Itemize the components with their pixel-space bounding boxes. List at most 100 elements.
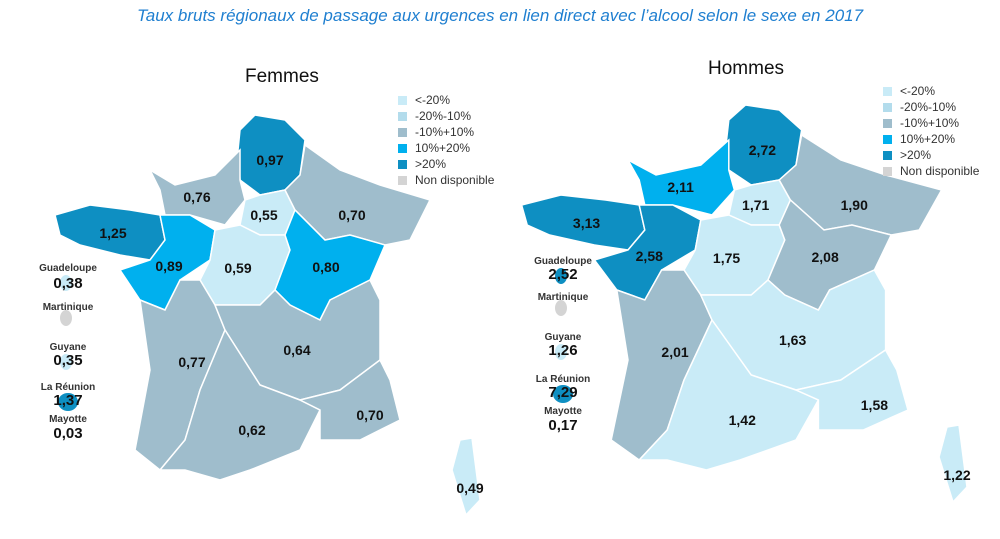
legend-item: -10%+10% [883, 115, 979, 131]
region-value-auvergne-rhone-alpes: 1,63 [779, 332, 806, 348]
legend-item: >20% [883, 147, 979, 163]
overseas-shape-martinique [555, 300, 567, 316]
region-value-auvergne-rhone-alpes: 0,64 [283, 342, 310, 358]
region-normandie [148, 148, 246, 226]
legend-femmes: <-20% -20%-10% -10%+10% 10%+20% >20% Non disp… [398, 92, 494, 188]
legend-swatch [398, 159, 407, 169]
legend-label: 10%+20% [900, 132, 956, 146]
legend-item: Non disponible [883, 163, 979, 179]
legend-label: -10%+10% [900, 116, 960, 130]
region-value-pays-de-la-loire: 0,89 [155, 258, 182, 274]
overseas-label: Guadeloupe [39, 263, 97, 274]
region-value-corse: 1,22 [943, 467, 970, 483]
chart-title: Taux bruts régionaux de passage aux urge… [136, 6, 864, 25]
overseas-shape-guyane [60, 354, 72, 370]
legend-swatch [398, 175, 407, 185]
overseas-label: La Réunion [535, 374, 591, 385]
legend-item: -20%-10% [883, 99, 979, 115]
legend-swatch [883, 166, 892, 176]
overseas-label: La Réunion [40, 382, 96, 393]
region-provence-alpes-cote-dazur [793, 348, 909, 431]
region-value-pays-de-la-loire: 2,58 [636, 248, 663, 264]
legend-label: -20%-10% [415, 109, 472, 123]
region-value-hauts-de-france: 0,97 [256, 152, 283, 168]
legend-label: <-20% [900, 84, 936, 98]
overseas-label: Guadeloupe [534, 256, 592, 267]
legend-item: 10%+20% [883, 131, 979, 147]
legend-swatch [883, 118, 892, 128]
legend-label: >20% [900, 148, 932, 162]
overseas-value: 0,03 [53, 425, 83, 442]
legend-swatch [398, 143, 407, 153]
region-value-provence-alpes-cote-dazur: 1,58 [861, 397, 888, 413]
region-value-centre-val-de-loire: 1,75 [713, 250, 740, 266]
region-value-normandie: 2,11 [667, 179, 694, 195]
overseas-label: Mayotte [49, 414, 87, 425]
overseas-value: 7,29 [548, 384, 578, 401]
overseas-value: 0,38 [53, 275, 83, 292]
region-occitanie [637, 318, 820, 471]
legend-item: -20%-10% [398, 108, 494, 124]
overseas-value: 1,37 [53, 392, 83, 409]
region-value-provence-alpes-cote-dazur: 0,70 [356, 407, 383, 423]
overseas-value: 0,17 [548, 417, 578, 434]
legend-label: -10%+10% [415, 125, 475, 139]
legend-label: Non disponible [415, 173, 495, 187]
legend-label: 10%+20% [415, 141, 471, 155]
region-corse [938, 424, 968, 504]
legend-label: >20% [415, 157, 447, 171]
legend-swatch [398, 111, 407, 121]
region-value-occitanie: 1,42 [729, 412, 756, 428]
legend-item: >20% [398, 156, 494, 172]
region-value-occitanie: 0,62 [238, 422, 265, 438]
legend-swatch [398, 95, 407, 105]
map-hommes: 2,72 2,11 1,71 1,90 3,13 2,58 1,75 2,08 2,01 1,63… [520, 104, 971, 504]
legend-hommes: <-20% -20%-10% -10%+10% 10%+20% >20% Non disp… [883, 83, 979, 179]
region-grand-est [284, 143, 432, 246]
legend-swatch [883, 134, 892, 144]
legend-label: Non disponible [900, 164, 980, 178]
overseas-label: Mayotte [544, 406, 582, 417]
overseas-value: 2,52 [548, 266, 578, 283]
overseas-shape-guadeloupe [60, 275, 72, 291]
overseas-shape-la-réunion [58, 393, 78, 411]
overseas-shape-guadeloupe [555, 268, 567, 284]
region-value-bretagne: 3,13 [573, 215, 600, 231]
region-value-bretagne: 1,25 [99, 225, 126, 241]
map-title-hommes: Hommes [708, 58, 785, 79]
region-value-bourgogne-franche-comte: 0,80 [312, 259, 339, 275]
legend-item: <-20% [883, 83, 979, 99]
region-value-nouvelle-aquitaine: 0,77 [178, 354, 205, 370]
region-normandie [626, 138, 736, 216]
overseas-label: Martinique [537, 292, 589, 303]
legend-swatch [883, 86, 892, 96]
region-value-normandie: 0,76 [183, 189, 210, 205]
region-value-ile-de-france: 1,71 [742, 197, 769, 213]
region-value-bourgogne-franche-comte: 2,08 [811, 249, 838, 265]
legend-item: Non disponible [398, 172, 494, 188]
region-value-centre-val-de-loire: 0,59 [224, 260, 251, 276]
legend-item: -10%+10% [398, 124, 494, 140]
region-occitanie [158, 328, 322, 481]
legend-swatch [883, 102, 892, 112]
overseas-shape-guyane [555, 344, 567, 360]
overseas-value: 0,35 [53, 352, 83, 369]
overseas-label: Guyane [544, 332, 582, 343]
region-corse [451, 437, 481, 517]
legend-label: -20%-10% [900, 100, 957, 114]
region-provence-alpes-cote-dazur [297, 358, 401, 441]
overseas-label: Martinique [42, 302, 94, 313]
map-femmes: 0,97 0,76 0,55 0,70 1,25 0,89 0,59 0,80 0,77 0,64… [54, 114, 484, 517]
region-value-nouvelle-aquitaine: 2,01 [661, 344, 688, 360]
region-grand-est [778, 133, 943, 236]
legend-item: 10%+20% [398, 140, 494, 156]
overseas-value: 1,26 [548, 342, 578, 359]
map-title-femmes: Femmes [245, 66, 319, 87]
legend-item: <-20% [398, 92, 494, 108]
legend-swatch [883, 150, 892, 160]
region-value-ile-de-france: 0,55 [250, 207, 277, 223]
legend-label: <-20% [415, 93, 451, 107]
region-value-hauts-de-france: 2,72 [749, 142, 776, 158]
overseas-label: Guyane [49, 342, 87, 353]
